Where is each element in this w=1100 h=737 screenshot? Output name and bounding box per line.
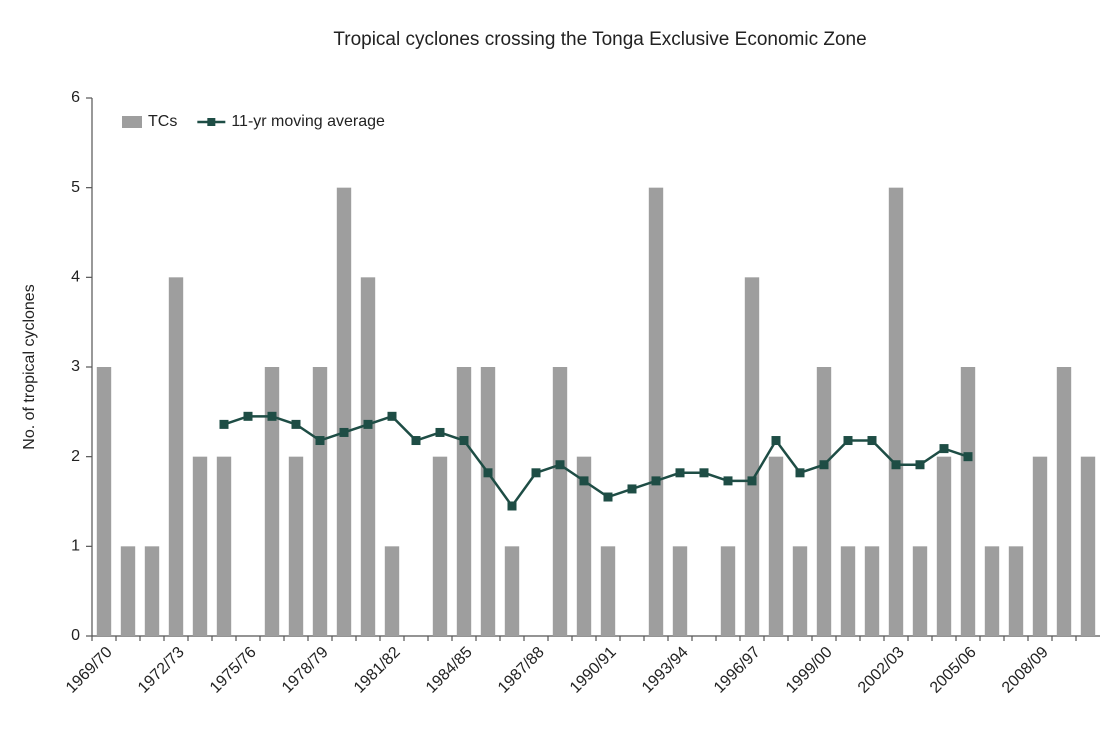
marker [483,468,493,478]
bar [456,367,472,636]
y-tick-label: 5 [71,179,80,196]
bar [816,367,832,636]
marker [651,476,661,486]
marker [915,460,925,470]
bar [384,546,400,636]
bar [1032,456,1048,636]
bar [144,546,160,636]
y-tick-label: 2 [71,448,80,465]
bar [984,546,1000,636]
marker [363,419,373,429]
y-tick-label: 3 [71,358,80,375]
marker [819,460,829,470]
bar [360,277,376,636]
bar [936,456,952,636]
x-tick-label: 1993/94 [639,644,692,697]
marker [771,436,781,446]
marker [579,476,589,486]
marker [531,468,541,478]
bar [264,367,280,636]
marker [603,492,613,502]
bar [480,367,496,636]
marker [411,436,421,446]
x-tick-label: 1990/91 [567,644,620,697]
x-tick-label: 1978/79 [279,644,332,697]
x-tick-label: 1984/85 [423,644,476,697]
legend-marker [207,118,216,126]
legend-label: 11-yr moving average [231,113,385,130]
marker [339,427,349,437]
marker [219,419,229,429]
marker [843,436,853,446]
bar [168,277,184,636]
bar [216,456,232,636]
bar [864,546,880,636]
y-tick-label: 4 [71,269,80,286]
bar [552,367,568,636]
bar [336,187,352,636]
bar [648,187,664,636]
bar [288,456,304,636]
bar [1056,367,1072,636]
marker [459,436,469,446]
x-tick-label: 1975/76 [207,644,260,697]
bar [720,546,736,636]
bar [672,546,688,636]
bar [888,187,904,636]
bar [1008,546,1024,636]
marker [963,452,973,462]
bar [840,546,856,636]
x-tick-label: 1969/70 [63,644,116,697]
y-tick-label: 0 [71,627,80,644]
bar [600,546,616,636]
marker [891,460,901,470]
marker [555,460,565,470]
bar [768,456,784,636]
y-tick-label: 1 [71,538,80,555]
marker [699,468,709,478]
line [223,414,969,509]
x-tick-label: 2008/09 [999,644,1052,697]
marker [243,411,253,421]
marker [315,436,325,446]
bar [432,456,448,636]
legend-swatch [122,116,142,128]
marker [435,427,445,437]
x-tick-label: 1999/00 [783,644,836,697]
bar [312,367,328,636]
bar [96,367,112,636]
y-axis-label: No. of tropical cyclones [21,284,38,449]
bar [744,277,760,636]
marker [795,468,805,478]
bar [960,367,976,636]
bar [576,456,592,636]
y-tick-label: 6 [71,89,80,106]
marker [627,484,637,494]
x-tick-label: 1972/73 [135,644,188,697]
marker [507,501,517,511]
bar [192,456,208,636]
marker [291,419,301,429]
bar [1080,456,1096,636]
chart-title: Tropical cyclones crossing the Tonga Exc… [333,29,866,50]
marker [723,476,733,486]
x-tick-label: 2005/06 [927,644,980,697]
x-tick-label: 1996/97 [711,644,764,697]
marker [387,411,397,421]
legend-label: TCs [148,113,177,130]
bar [504,546,520,636]
x-tick-label: 1987/88 [495,644,548,697]
marker [267,411,277,421]
marker [747,476,757,486]
bar [120,546,136,636]
marker [939,444,949,454]
bar [792,546,808,636]
x-tick-label: 1981/82 [351,644,404,697]
x-tick-label: 2002/03 [855,644,908,697]
bar [912,546,928,636]
marker [867,436,877,446]
marker [675,468,685,478]
